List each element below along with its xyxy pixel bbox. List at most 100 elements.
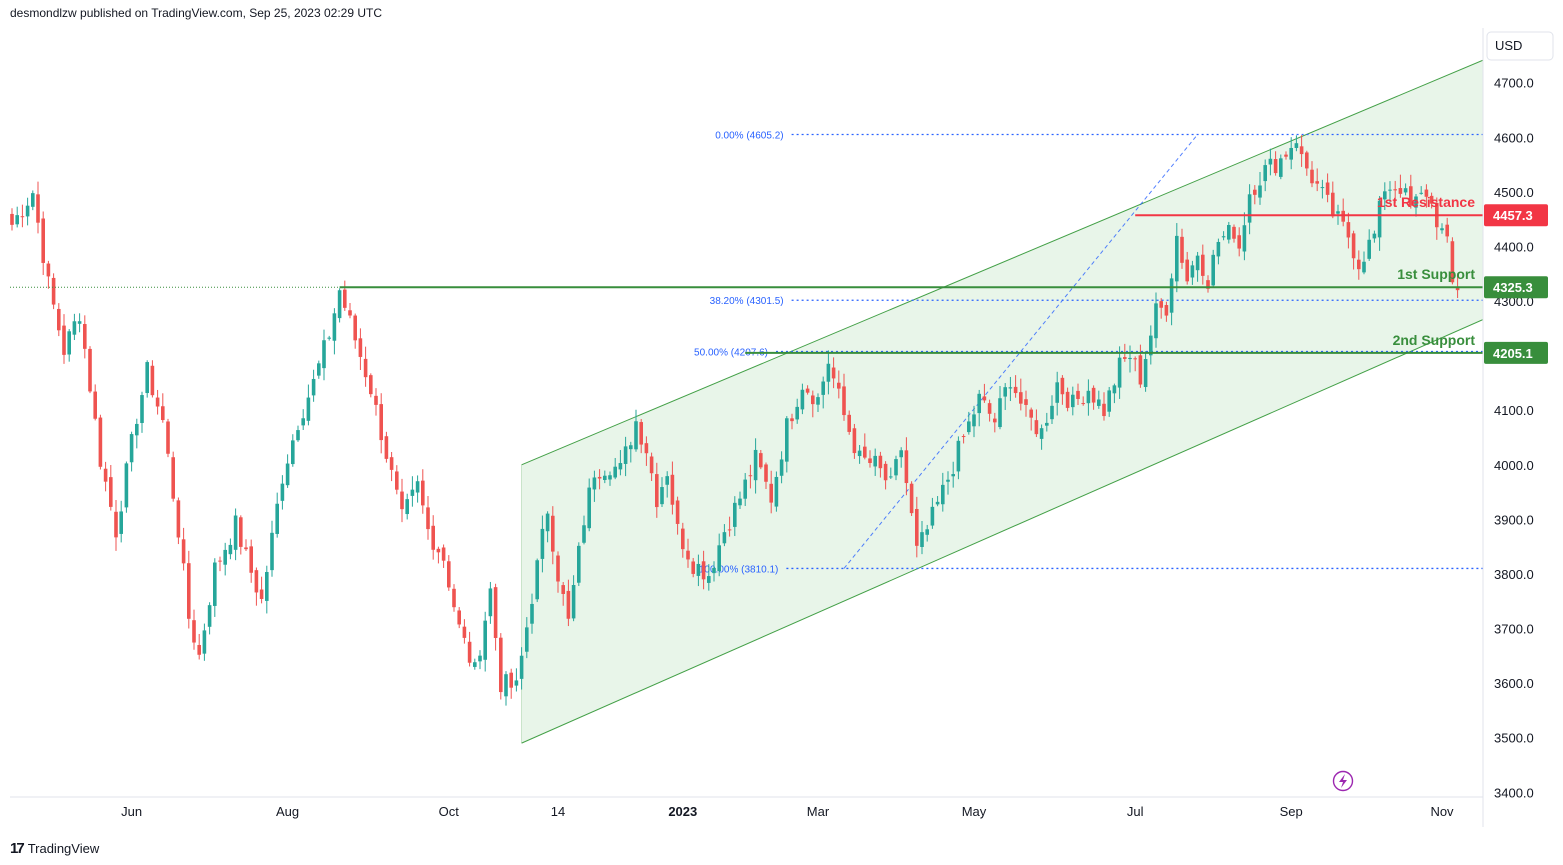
candle-body <box>1190 265 1195 278</box>
candles <box>10 135 1460 706</box>
candle-body <box>213 562 217 606</box>
candle-body <box>400 491 404 510</box>
candle-body <box>358 338 363 357</box>
resistance-level-label: 1st Resistance <box>1377 194 1475 210</box>
candle-body <box>41 218 45 263</box>
candle-body <box>1336 211 1340 214</box>
candle-body <box>488 588 493 617</box>
candle-body <box>956 440 961 472</box>
channel-fill <box>521 60 1483 744</box>
candle-body <box>1455 286 1460 291</box>
candle-body <box>1019 392 1023 404</box>
candle-body <box>509 672 513 688</box>
candle-body <box>1102 403 1106 417</box>
candle-body <box>790 418 794 422</box>
candle-body <box>1445 224 1449 237</box>
candle-body <box>1429 195 1434 204</box>
fib-level-label: 100.00% (3810.1) <box>699 564 779 575</box>
candle-body <box>707 576 711 583</box>
candle-body <box>686 550 690 560</box>
candle-body <box>181 539 186 564</box>
candle-body <box>369 375 373 395</box>
candle-body <box>998 398 1002 428</box>
candle-body <box>556 555 560 582</box>
candle-body <box>857 450 862 457</box>
candle-body <box>800 389 805 410</box>
candle-body <box>1050 405 1054 420</box>
price-tag-bg <box>1484 276 1548 299</box>
candle-body <box>254 570 259 593</box>
candle-body <box>415 481 420 493</box>
candle-body <box>1263 165 1267 182</box>
candle-body <box>1201 254 1205 276</box>
candle-body <box>1180 236 1184 263</box>
candle-body <box>1164 305 1169 316</box>
candle-body <box>535 560 539 600</box>
candle-body <box>1367 239 1371 259</box>
candle-body <box>1175 235 1179 282</box>
candle-body <box>977 393 981 414</box>
candle-body <box>1206 280 1210 289</box>
candle-body <box>426 507 430 530</box>
candle-body <box>83 324 87 349</box>
candle-body <box>499 637 503 693</box>
price-tick-label: 4100.0 <box>1494 403 1534 418</box>
candle-body <box>467 641 472 663</box>
price-tick-label: 3700.0 <box>1494 622 1534 637</box>
candle-body <box>748 475 753 477</box>
candle-body <box>582 525 586 543</box>
candle-body <box>1003 387 1007 397</box>
candle-body <box>883 463 888 481</box>
candle-body <box>1294 143 1299 148</box>
candle-body <box>935 501 940 505</box>
candle-body <box>525 627 529 652</box>
candle-body <box>1159 301 1163 308</box>
price-tick-label: 3800.0 <box>1494 567 1534 582</box>
candle-body <box>1273 159 1278 174</box>
fib-level-label: 50.00% (4207.6) <box>694 347 768 358</box>
price-tick-label: 4000.0 <box>1494 458 1534 473</box>
candle-body <box>150 365 155 396</box>
candle-body <box>738 498 742 506</box>
candle-body <box>613 466 617 478</box>
candle-body <box>1284 154 1288 157</box>
candle-body <box>363 358 368 378</box>
fib-trend-line <box>843 134 1198 569</box>
tradingview-brand[interactable]: 17 TradingView <box>10 840 99 857</box>
candle-body <box>592 477 597 490</box>
candle-body <box>1409 186 1413 206</box>
candle-body <box>1149 335 1153 356</box>
fib-level-label: 0.00% (4605.2) <box>715 130 783 141</box>
candle-body <box>1268 158 1273 165</box>
candle-body <box>1013 386 1018 394</box>
candle-body <box>904 450 909 484</box>
candle-body <box>644 443 649 454</box>
price-tick-label: 3600.0 <box>1494 676 1534 691</box>
candle-body <box>540 528 545 559</box>
candle-body <box>1357 259 1361 270</box>
candle-body <box>727 529 732 531</box>
candle-body <box>795 406 799 420</box>
candle-body <box>519 655 524 679</box>
candle-body <box>946 479 950 482</box>
candle-body <box>395 471 399 490</box>
candle-body <box>1086 390 1091 404</box>
candle-body <box>712 567 716 574</box>
candle-body <box>285 463 290 486</box>
candle-body <box>36 194 40 223</box>
candle-body <box>1388 189 1392 191</box>
flash-icon[interactable] <box>1332 770 1354 792</box>
candle-body <box>930 506 935 526</box>
candle-body <box>218 560 222 562</box>
candle-body <box>1372 233 1377 239</box>
candle-body <box>1299 146 1304 155</box>
currency-selector[interactable]: USD <box>1486 31 1554 61</box>
candle-body <box>25 205 30 217</box>
candle-body <box>514 680 519 686</box>
candle-body <box>135 423 139 436</box>
candle-body <box>1039 428 1044 439</box>
candle-body <box>223 549 227 565</box>
candle-body <box>171 457 175 499</box>
candle-body <box>733 502 737 527</box>
